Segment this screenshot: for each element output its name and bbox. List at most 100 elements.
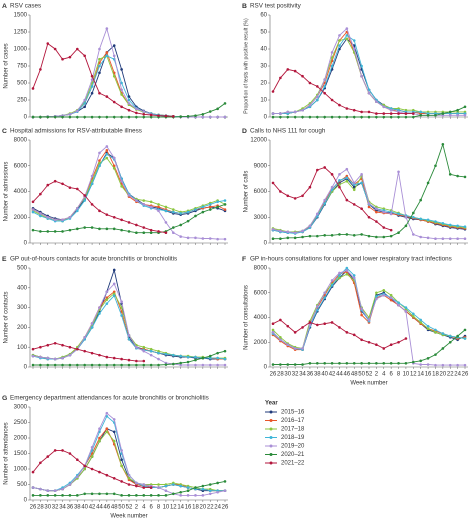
point bbox=[98, 306, 101, 309]
y-tick-label: 0 bbox=[264, 241, 268, 247]
point bbox=[98, 71, 101, 75]
legend-label: 2019–20 bbox=[281, 444, 305, 450]
point bbox=[389, 115, 393, 119]
point bbox=[186, 219, 190, 223]
point bbox=[90, 322, 94, 325]
point bbox=[142, 345, 146, 349]
point bbox=[61, 230, 64, 233]
point bbox=[330, 284, 334, 287]
point bbox=[149, 486, 153, 489]
point bbox=[216, 115, 219, 119]
point bbox=[216, 356, 219, 360]
point bbox=[367, 202, 371, 205]
point bbox=[194, 486, 197, 489]
series-line bbox=[272, 166, 392, 231]
point bbox=[76, 363, 79, 367]
point bbox=[397, 170, 400, 174]
point bbox=[112, 167, 116, 170]
point bbox=[330, 64, 334, 68]
point bbox=[286, 343, 290, 347]
point bbox=[456, 237, 459, 241]
y-tick-label: 6000 bbox=[14, 163, 28, 169]
point bbox=[39, 355, 42, 359]
series-line bbox=[32, 293, 225, 360]
y-tick-label: 4000 bbox=[254, 315, 268, 321]
point bbox=[83, 199, 86, 202]
point bbox=[375, 291, 378, 295]
point bbox=[308, 361, 312, 365]
x-tick-label: 6 bbox=[389, 372, 393, 378]
point bbox=[90, 455, 94, 458]
point bbox=[142, 231, 146, 234]
point bbox=[301, 74, 304, 78]
point bbox=[448, 223, 452, 227]
point bbox=[90, 78, 94, 81]
point bbox=[323, 78, 326, 81]
point bbox=[279, 115, 282, 119]
point bbox=[53, 489, 57, 493]
series-line bbox=[272, 267, 466, 351]
series-line bbox=[32, 294, 226, 360]
point bbox=[76, 187, 79, 191]
point bbox=[382, 210, 386, 214]
point bbox=[286, 194, 290, 198]
point bbox=[61, 363, 64, 367]
point bbox=[83, 464, 86, 468]
point bbox=[271, 90, 275, 93]
panel-letter: F bbox=[242, 256, 246, 263]
point bbox=[382, 293, 386, 297]
point bbox=[367, 234, 371, 238]
point bbox=[434, 363, 437, 367]
point bbox=[208, 483, 212, 486]
point bbox=[345, 198, 349, 202]
point bbox=[404, 361, 408, 365]
y-tick-label: 3000 bbox=[254, 215, 268, 221]
point bbox=[316, 212, 319, 216]
point bbox=[316, 323, 319, 327]
point bbox=[186, 360, 190, 364]
x-tick-label: 16 bbox=[425, 372, 432, 378]
point bbox=[286, 115, 290, 119]
point bbox=[271, 112, 275, 115]
point bbox=[389, 293, 393, 297]
point bbox=[157, 483, 160, 486]
point bbox=[448, 173, 452, 176]
point bbox=[179, 212, 182, 215]
point bbox=[105, 427, 109, 431]
point bbox=[382, 235, 386, 239]
point bbox=[308, 321, 312, 324]
series-line bbox=[32, 431, 225, 492]
point bbox=[308, 103, 312, 107]
x-tick-label: 10 bbox=[163, 505, 170, 511]
point bbox=[382, 288, 386, 292]
point bbox=[98, 64, 101, 68]
y-tick-label: 3000 bbox=[14, 405, 28, 411]
point bbox=[360, 313, 363, 317]
point bbox=[120, 115, 123, 119]
point bbox=[31, 486, 35, 489]
x-tick-label: 52 bbox=[126, 505, 133, 511]
x-tick-label: 40 bbox=[81, 505, 88, 511]
point bbox=[293, 363, 297, 366]
x-tick-label: 36 bbox=[307, 372, 314, 378]
x-tick-label: 46 bbox=[104, 505, 111, 511]
point bbox=[360, 173, 363, 176]
x-tick-label: 4 bbox=[142, 505, 146, 511]
series-line bbox=[32, 180, 166, 234]
point bbox=[456, 114, 459, 117]
point bbox=[53, 179, 57, 183]
point bbox=[194, 494, 197, 497]
point bbox=[98, 209, 101, 213]
point bbox=[46, 215, 50, 219]
x-tick-label: 2 bbox=[135, 505, 139, 511]
point bbox=[338, 173, 341, 176]
point bbox=[279, 336, 282, 339]
point bbox=[279, 229, 282, 233]
point bbox=[345, 176, 349, 180]
point bbox=[463, 105, 467, 109]
point bbox=[157, 363, 160, 367]
y-tick-label: 40 bbox=[260, 47, 267, 53]
point bbox=[419, 110, 422, 114]
point bbox=[463, 225, 467, 228]
x-tick-label: 4 bbox=[382, 372, 386, 378]
